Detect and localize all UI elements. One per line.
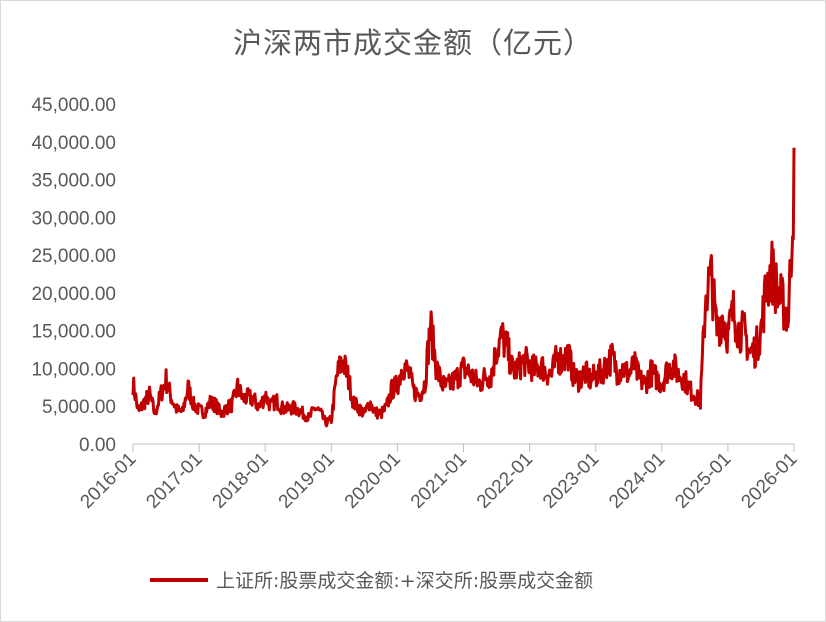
x-tick-label: 2023-01 xyxy=(539,449,603,513)
x-tick-label: 2026-01 xyxy=(737,449,801,513)
x-tick-label: 2017-01 xyxy=(142,449,206,513)
legend[interactable]: 上证所:股票成交金额:+深交所:股票成交金额 xyxy=(150,566,593,593)
legend-label: 上证所:股票成交金额:+深交所:股票成交金额 xyxy=(216,570,594,592)
y-tick-label: 40,000.00 xyxy=(31,133,116,154)
y-tick-label: 0.00 xyxy=(79,435,116,456)
legend-swatch xyxy=(150,577,208,582)
x-tick-label: 2020-01 xyxy=(341,449,405,513)
x-tick-label: 2025-01 xyxy=(671,449,735,513)
x-tick-label: 2019-01 xyxy=(275,449,339,513)
series-line xyxy=(131,147,796,428)
x-tick-label: 2022-01 xyxy=(473,449,537,513)
y-tick-label: 10,000.00 xyxy=(31,359,116,380)
x-tick-label: 2024-01 xyxy=(605,449,669,513)
chart-title: 沪深两市成交金额（亿元） xyxy=(232,26,593,60)
y-tick-label: 45,000.00 xyxy=(31,95,116,116)
x-tick-label: 2021-01 xyxy=(407,449,471,513)
y-tick-label: 35,000.00 xyxy=(31,171,116,192)
y-axis-ticks: 0.00 5,000.00 10,000.00 15,000.00 20,000.00 2… xyxy=(31,95,116,456)
x-axis-ticks: 2016-01 2017-01 2018-01 2019-01 2020-01 2021-… xyxy=(76,449,801,513)
x-axis xyxy=(132,443,795,452)
x-tick-label: 2018-01 xyxy=(209,449,273,513)
x-tick-label: 2016-01 xyxy=(76,449,140,513)
y-tick-label: 15,000.00 xyxy=(31,322,116,343)
y-tick-label: 5,000.00 xyxy=(42,397,116,418)
y-tick-label: 30,000.00 xyxy=(31,208,116,229)
y-tick-label: 25,000.00 xyxy=(31,246,116,267)
y-tick-label: 20,000.00 xyxy=(31,284,116,305)
